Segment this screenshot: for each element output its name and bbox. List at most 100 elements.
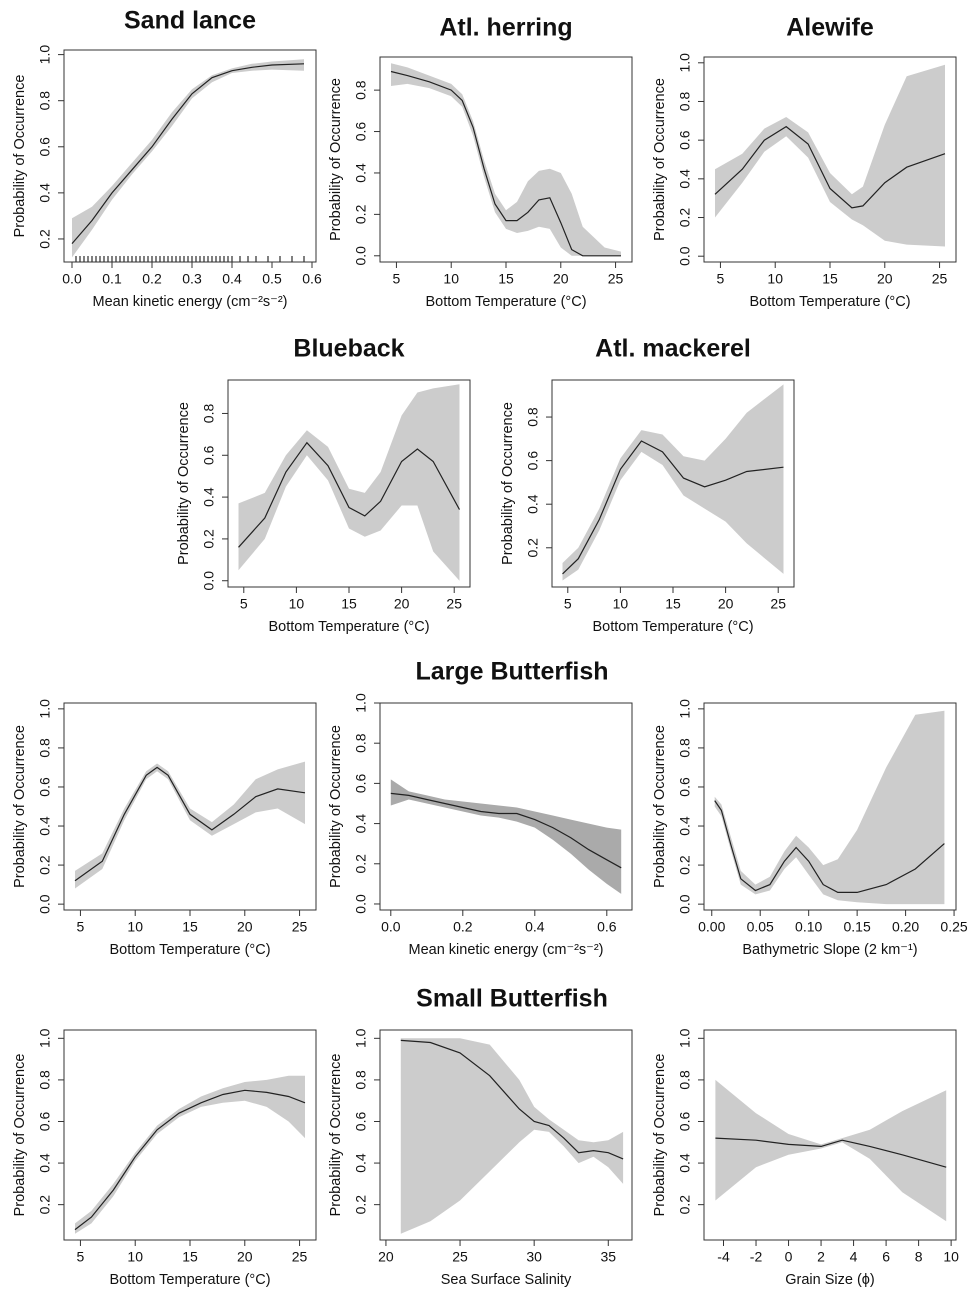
x-tick-label: 20 bbox=[553, 271, 569, 287]
fit-line bbox=[71, 63, 305, 244]
x-tick-label: 5 bbox=[393, 271, 401, 287]
x-tick-label: -2 bbox=[750, 1249, 763, 1265]
y-axis-label: Probability of Occurrence bbox=[328, 78, 344, 241]
confidence-band bbox=[75, 761, 305, 889]
y-tick-label: 0.6 bbox=[353, 122, 369, 142]
fit-line bbox=[715, 1137, 947, 1168]
fit-line bbox=[390, 70, 621, 257]
x-axis-label: Mean kinetic energy (cm⁻²s⁻²) bbox=[93, 294, 288, 310]
y-axis-label: Probability of Occurrence bbox=[176, 402, 192, 565]
y-tick-label: 0.2 bbox=[677, 208, 693, 228]
y-tick-label: 0.6 bbox=[353, 773, 369, 793]
confidence-band bbox=[72, 59, 304, 258]
x-tick-label: 0.2 bbox=[142, 271, 162, 287]
y-tick-label: 1.0 bbox=[677, 1028, 693, 1048]
y-tick-label: 0.6 bbox=[37, 1112, 53, 1132]
x-axis-label: Bathymetric Slope (2 km⁻¹) bbox=[742, 942, 917, 958]
x-tick-label: 20 bbox=[718, 596, 734, 612]
x-tick-label: 0.20 bbox=[892, 919, 919, 935]
x-tick-label: 10 bbox=[127, 1249, 143, 1265]
x-tick-label: 10 bbox=[613, 596, 629, 612]
fit-line bbox=[714, 125, 946, 209]
x-tick-label: 0.6 bbox=[597, 919, 617, 935]
y-tick-label: 0.8 bbox=[353, 733, 369, 753]
y-tick-label: 0.2 bbox=[353, 854, 369, 874]
y-tick-label: 0.8 bbox=[201, 404, 217, 424]
y-tick-label: 0.2 bbox=[353, 1195, 369, 1215]
confidence-band bbox=[391, 63, 621, 256]
x-tick-label: 25 bbox=[446, 596, 462, 612]
x-tick-label: 0 bbox=[785, 1249, 793, 1265]
y-tick-label: 0.8 bbox=[525, 407, 541, 427]
y-tick-label: 0.8 bbox=[37, 1070, 53, 1090]
x-tick-label: 25 bbox=[292, 919, 308, 935]
x-tick-label: 20 bbox=[394, 596, 410, 612]
x-tick-label: 0.15 bbox=[844, 919, 871, 935]
chart-title: Atl. mackerel bbox=[595, 335, 751, 363]
x-tick-label: 25 bbox=[452, 1249, 468, 1265]
x-tick-label: 35 bbox=[600, 1249, 616, 1265]
plot-frame bbox=[379, 56, 633, 263]
y-tick-label: 0.6 bbox=[525, 451, 541, 471]
fit-line bbox=[74, 1089, 306, 1231]
y-tick-label: 0.8 bbox=[677, 92, 693, 112]
y-tick-label: 0.2 bbox=[201, 529, 217, 549]
confidence-band bbox=[390, 779, 622, 894]
y-tick-label: 1.0 bbox=[37, 1028, 53, 1048]
y-tick-label: 0.4 bbox=[353, 163, 369, 183]
y-tick-label: 1.0 bbox=[37, 699, 53, 719]
y-tick-label: 0.0 bbox=[353, 246, 369, 266]
confidence-band bbox=[562, 384, 784, 581]
x-tick-label: 15 bbox=[341, 596, 357, 612]
y-tick-label: 0.4 bbox=[353, 814, 369, 834]
y-tick-label: 0.4 bbox=[677, 169, 693, 189]
y-tick-label: 0.6 bbox=[677, 130, 693, 150]
x-tick-label: 20 bbox=[877, 271, 893, 287]
section-title: Large Butterfish bbox=[415, 658, 608, 686]
y-tick-label: 0.6 bbox=[37, 137, 53, 157]
x-tick-label: 0.10 bbox=[795, 919, 822, 935]
x-axis-label: Grain Size (ϕ) bbox=[785, 1272, 875, 1288]
x-axis-label: Mean kinetic energy (cm⁻²s⁻²) bbox=[409, 942, 604, 958]
chart-title: Sand lance bbox=[124, 7, 256, 35]
y-tick-label: 1.0 bbox=[353, 1028, 369, 1048]
x-tick-label: 10 bbox=[443, 271, 459, 287]
x-tick-label: 0.0 bbox=[62, 271, 82, 287]
fit-line bbox=[714, 800, 945, 893]
y-tick-label: 0.4 bbox=[37, 183, 53, 203]
x-tick-label: 0.5 bbox=[262, 271, 282, 287]
confidence-band bbox=[400, 1038, 624, 1234]
x-tick-label: 20 bbox=[237, 919, 253, 935]
x-axis-label: Bottom Temperature (°C) bbox=[592, 619, 753, 635]
y-axis-label: Probability of Occurrence bbox=[500, 402, 516, 565]
y-tick-label: 0.4 bbox=[37, 816, 53, 836]
y-tick-label: 0.8 bbox=[353, 1070, 369, 1090]
plot-frame bbox=[703, 702, 957, 911]
y-tick-label: 0.0 bbox=[677, 246, 693, 266]
y-axis-label: Probability of Occurrence bbox=[12, 1054, 28, 1217]
y-axis-label: Probability of Occurrence bbox=[652, 725, 668, 888]
fit-line bbox=[390, 792, 622, 869]
y-tick-label: 0.4 bbox=[201, 487, 217, 507]
y-axis-label: Probability of Occurrence bbox=[328, 725, 344, 888]
y-tick-label: 0.4 bbox=[677, 1153, 693, 1173]
chart-title: Alewife bbox=[786, 14, 874, 42]
x-axis-label: Bottom Temperature (°C) bbox=[425, 294, 586, 310]
x-axis-label: Bottom Temperature (°C) bbox=[109, 942, 270, 958]
x-tick-label: 6 bbox=[882, 1249, 890, 1265]
x-tick-label: 15 bbox=[665, 596, 681, 612]
x-tick-label: 5 bbox=[77, 1249, 85, 1265]
confidence-band bbox=[75, 1075, 305, 1234]
y-axis-label: Probability of Occurrence bbox=[12, 75, 28, 238]
y-tick-label: 0.2 bbox=[677, 855, 693, 875]
y-tick-label: 1.0 bbox=[677, 699, 693, 719]
plot-frame bbox=[703, 1029, 957, 1241]
fit-line bbox=[74, 766, 306, 882]
x-tick-label: 0.00 bbox=[698, 919, 725, 935]
x-tick-label: 5 bbox=[77, 919, 85, 935]
x-tick-label: 15 bbox=[822, 271, 838, 287]
y-tick-label: 0.0 bbox=[37, 894, 53, 914]
y-tick-label: 0.2 bbox=[37, 229, 53, 249]
x-tick-label: 0.1 bbox=[102, 271, 122, 287]
fit-line bbox=[238, 441, 461, 548]
